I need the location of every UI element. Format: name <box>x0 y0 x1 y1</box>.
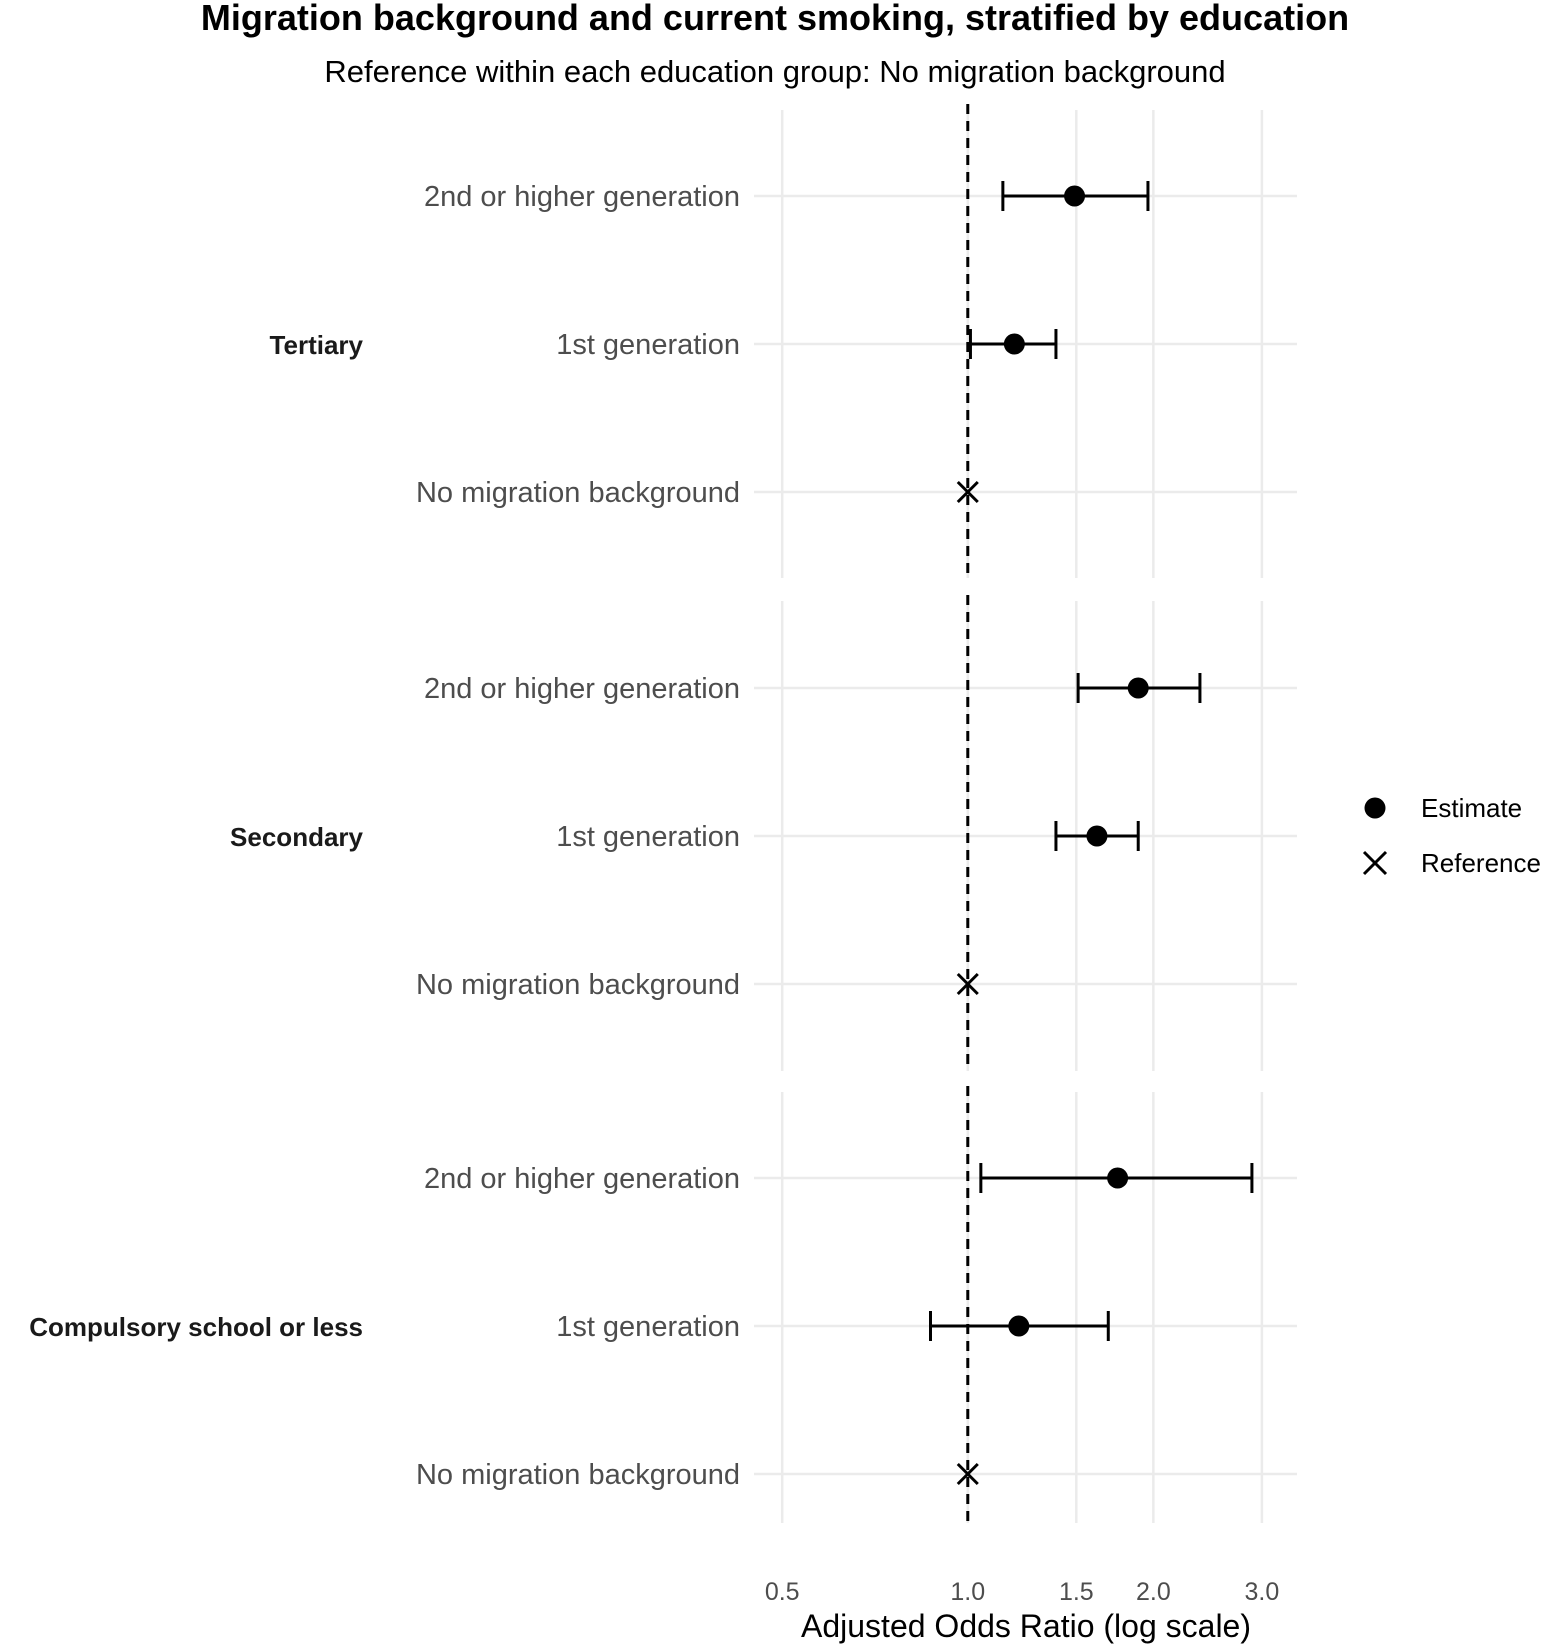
x-tick-label: 1.5 <box>1059 1578 1094 1606</box>
x-stroke <box>956 1462 979 1486</box>
estimate-point <box>1003 333 1025 355</box>
legend-estimate-icon <box>1364 797 1386 819</box>
x-tick-label: 1.0 <box>950 1578 985 1606</box>
panel-secondary: Secondary 2nd or higher generation 1st gen… <box>230 595 1297 1071</box>
row-label: 1st generation <box>556 1311 740 1343</box>
legend-label: Reference <box>1421 848 1541 878</box>
chart-title: Migration background and current smoking… <box>201 0 1349 38</box>
estimate-point <box>1107 1167 1129 1189</box>
x-stroke <box>1362 850 1388 876</box>
reference-marker <box>956 1462 979 1486</box>
estimate-point <box>1127 677 1149 699</box>
estimate-point <box>1008 1315 1030 1337</box>
group-label: Secondary <box>230 822 363 852</box>
x-stroke <box>956 480 979 504</box>
panel-tertiary: Tertiary 2nd or higher generation 1st gene… <box>270 104 1297 578</box>
group-label: Compulsory school or less <box>29 1312 363 1342</box>
estimate-point <box>1086 825 1108 847</box>
legend-reference-icon <box>1362 850 1388 876</box>
x-tick-label: 2.0 <box>1136 1578 1171 1606</box>
row-label: 2nd or higher generation <box>424 181 740 213</box>
legend-label: Estimate <box>1421 793 1522 823</box>
row-label: 1st generation <box>556 821 740 853</box>
row-label: 2nd or higher generation <box>424 1163 740 1195</box>
group-label: Tertiary <box>270 330 364 360</box>
x-axis-title: Adjusted Odds Ratio (log scale) <box>801 1608 1251 1644</box>
x-tick-label: 0.5 <box>765 1578 800 1606</box>
legend: Estimate Reference <box>1362 793 1541 878</box>
row-label: 2nd or higher generation <box>424 673 740 705</box>
reference-marker <box>956 480 979 504</box>
row-label: No migration background <box>416 969 740 1001</box>
row-label: No migration background <box>416 1459 740 1491</box>
x-tick-label: 3.0 <box>1245 1578 1280 1606</box>
row-label: No migration background <box>416 477 740 509</box>
x-stroke <box>956 972 979 996</box>
panel-compulsory-school-or-less: Compulsory school or less 2nd or higher g… <box>29 1086 1297 1523</box>
reference-marker <box>956 972 979 996</box>
row-label: 1st generation <box>556 329 740 361</box>
chart-subtitle: Reference within each education group: N… <box>324 54 1225 89</box>
estimate-point <box>1064 185 1086 207</box>
